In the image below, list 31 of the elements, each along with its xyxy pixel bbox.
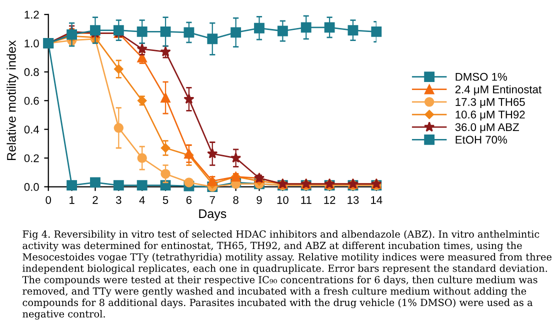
x-tick-label: 6: [186, 196, 192, 204]
legend-label: 17.3 μM TH65: [456, 98, 525, 108]
legend-label: 10.6 μM TH92: [456, 110, 525, 121]
x-tick-label: 8: [233, 196, 238, 204]
y-tick-label: 0.8: [24, 68, 39, 76]
x-tick-label: 13: [348, 196, 359, 204]
y-tick-label: 1.0: [24, 39, 39, 48]
x-tick-label: 10: [277, 196, 288, 204]
y-tick-label: 1.2: [24, 10, 39, 19]
y-tick-label: 0.4: [24, 126, 40, 134]
x-tick-label: 3: [116, 196, 122, 204]
legend-label: EtOH 70%: [456, 136, 507, 144]
x-axis-title: Days: [199, 209, 226, 221]
x-tick-label: 9: [256, 196, 262, 204]
y-tick-label: 0.0: [24, 183, 39, 191]
x-tick-label: 7: [210, 196, 215, 204]
caption: Fig 4. Reversibility in vitro test of selected HDAC inhibitors and albendazole (ABZ). In vitro anthelmintic activity was determined for entinostat, TH65, TH92, and ABZ at different incubation times, using the Mesocestoides vogae TTy (tetrathyridia) motility assay. Relative motility indices were measured from three independent biological replicates, each one in quadruplicate. Error bars represent the standard deviation. The compounds were tested at their respective IC₉₀ concentrations for 6 days, then culture medium was removed, and TTy were gently washed and incubated with a fresh culture medium without adding the compounds for 8 additional days. Parasites incubated with the drug vehicle (1% DMSO) were used as a negative control.: [22, 230, 552, 320]
legend-label: DMSO 1%: [456, 72, 507, 81]
x-tick-label: 12: [324, 196, 336, 204]
legend-label: 36.0 μM ABZ: [455, 123, 519, 134]
x-tick-label: 2: [92, 196, 98, 204]
x-tick-label: 1: [70, 196, 74, 204]
x-tick-label: 14: [371, 196, 382, 204]
y-tick-label: 0.2: [24, 154, 39, 162]
x-tick-label: 4: [139, 196, 145, 204]
x-tick-label: 11: [301, 196, 312, 204]
legend-label: 2.4 μM Entinostat: [455, 85, 542, 96]
y-axis-title: Relative motility index: [6, 40, 18, 160]
y-tick-label: 0.6: [24, 96, 39, 105]
x-tick-label: 0: [46, 196, 52, 204]
x-tick-label: 5: [162, 196, 168, 204]
